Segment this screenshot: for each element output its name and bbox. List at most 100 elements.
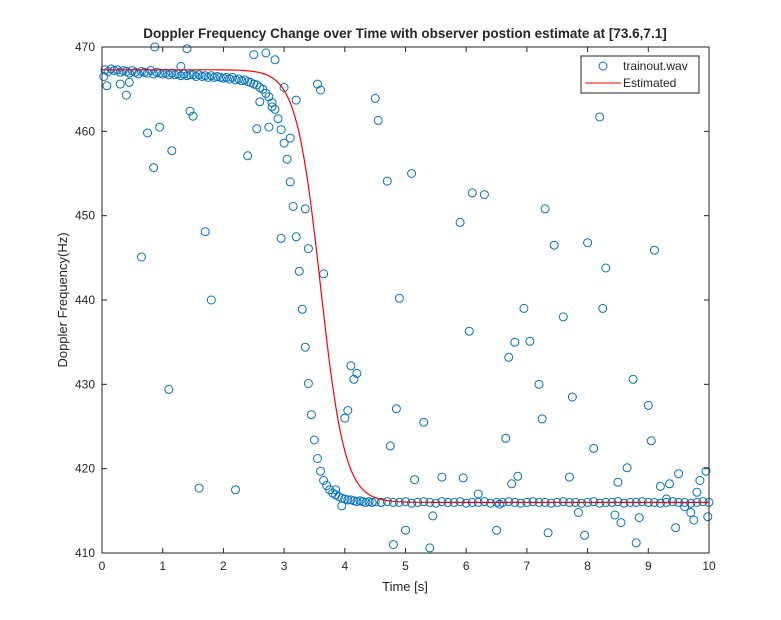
- scatter-point: [461, 498, 471, 508]
- scatter-point: [316, 85, 325, 95]
- scatter-point: [137, 252, 146, 262]
- scatter-point: [665, 479, 674, 489]
- scatter-point: [410, 475, 420, 485]
- scatter-point: [428, 511, 438, 521]
- scatter-point: [695, 476, 705, 485]
- x-tick-label: 8: [584, 559, 591, 573]
- scatter-point: [431, 498, 441, 508]
- scatter-point: [643, 400, 653, 410]
- scatter-point: [492, 525, 502, 535]
- scatter-point: [388, 497, 398, 507]
- scatter-point: [519, 303, 529, 313]
- x-tick-label: 6: [463, 559, 470, 573]
- scatter-point: [331, 485, 341, 495]
- scatter-point: [121, 90, 131, 100]
- scatter-point: [649, 245, 659, 255]
- scatter-point: [303, 379, 313, 388]
- scatter-point: [637, 497, 647, 507]
- scatter-point: [534, 379, 544, 389]
- scatter-point: [537, 414, 547, 424]
- scatter-point: [343, 495, 353, 505]
- scatter-point: [273, 114, 283, 124]
- scatter-point: [325, 485, 335, 495]
- scatter-point: [589, 443, 599, 453]
- scatter-point: [155, 122, 165, 132]
- scatter-point: [619, 498, 629, 508]
- scatter-point: [252, 124, 262, 134]
- scatter-point: [622, 463, 632, 473]
- x-tick-label: 4: [341, 559, 348, 573]
- scatter-point: [313, 454, 322, 463]
- scatter-point: [243, 151, 253, 161]
- scatter-point: [388, 540, 398, 550]
- scatter-point: [194, 483, 204, 493]
- scatter-point: [558, 497, 568, 507]
- scatter-point: [149, 163, 159, 173]
- scatter-point: [300, 342, 310, 352]
- x-tick-label: 9: [645, 559, 652, 573]
- scatter-point: [595, 498, 605, 508]
- x-tick-label: 0: [99, 559, 106, 573]
- scatter-point: [464, 326, 474, 336]
- scatter-point: [276, 233, 286, 243]
- scatter-point: [540, 204, 550, 214]
- scatter-point: [674, 469, 684, 479]
- scatter-point: [349, 374, 359, 384]
- y-tick-label: 440: [75, 293, 95, 307]
- scatter-point: [124, 77, 134, 87]
- legend-label-scatter: trainout.wav: [623, 59, 688, 73]
- scatter-point: [143, 68, 152, 78]
- chart-title: Doppler Frequency Change over Time with …: [143, 26, 666, 41]
- scatter-point: [598, 303, 608, 313]
- scatter-point: [455, 217, 465, 227]
- scatter-point: [692, 487, 702, 497]
- scatter-point: [346, 361, 356, 371]
- x-tick-label: 5: [402, 559, 409, 573]
- scatter-point: [376, 497, 386, 507]
- scatter-point: [577, 498, 586, 508]
- scatter-point: [303, 244, 313, 254]
- scatter-point: [510, 337, 520, 347]
- scatter-point: [255, 97, 265, 107]
- scatter-point: [285, 133, 295, 143]
- y-tick-label: 430: [75, 377, 95, 391]
- scatter-point: [425, 543, 435, 553]
- scatter-point: [437, 472, 447, 482]
- scatter-point: [382, 176, 392, 186]
- scatter-point: [616, 518, 626, 528]
- scatter-point: [285, 177, 295, 187]
- scatter-point: [115, 79, 125, 89]
- scatter-point: [401, 525, 410, 535]
- y-axis-label: Doppler Frequency(Hz): [55, 232, 70, 367]
- scatter-point: [613, 477, 623, 487]
- scatter-point: [373, 115, 383, 125]
- scatter-point: [543, 528, 553, 538]
- scatter-point: [458, 473, 468, 483]
- scatter-point: [646, 436, 656, 446]
- scatter-point: [455, 497, 465, 507]
- y-tick-label: 420: [75, 462, 95, 476]
- scatter-point: [546, 498, 556, 508]
- scatter-point: [252, 80, 262, 90]
- scatter-point: [291, 232, 301, 242]
- scatter-point: [574, 508, 583, 517]
- scatter-point: [370, 93, 380, 103]
- scatter-point: [549, 240, 559, 250]
- scatter-point: [291, 95, 301, 105]
- scatter-point: [583, 238, 593, 248]
- scatter-point: [300, 204, 310, 214]
- scatter-point: [337, 501, 347, 511]
- scatter-point: [182, 44, 192, 54]
- y-tick-label: 470: [75, 40, 95, 54]
- scatter-point: [385, 441, 395, 451]
- scatter-point: [264, 122, 274, 132]
- scatter-point: [343, 406, 353, 415]
- scatter-point: [294, 266, 304, 276]
- scatter-point: [279, 138, 289, 148]
- scatter-point: [601, 263, 611, 273]
- scatter-point: [419, 497, 429, 507]
- scatter-point: [513, 471, 523, 481]
- scatter-point: [701, 466, 711, 476]
- scatter-point: [143, 128, 152, 138]
